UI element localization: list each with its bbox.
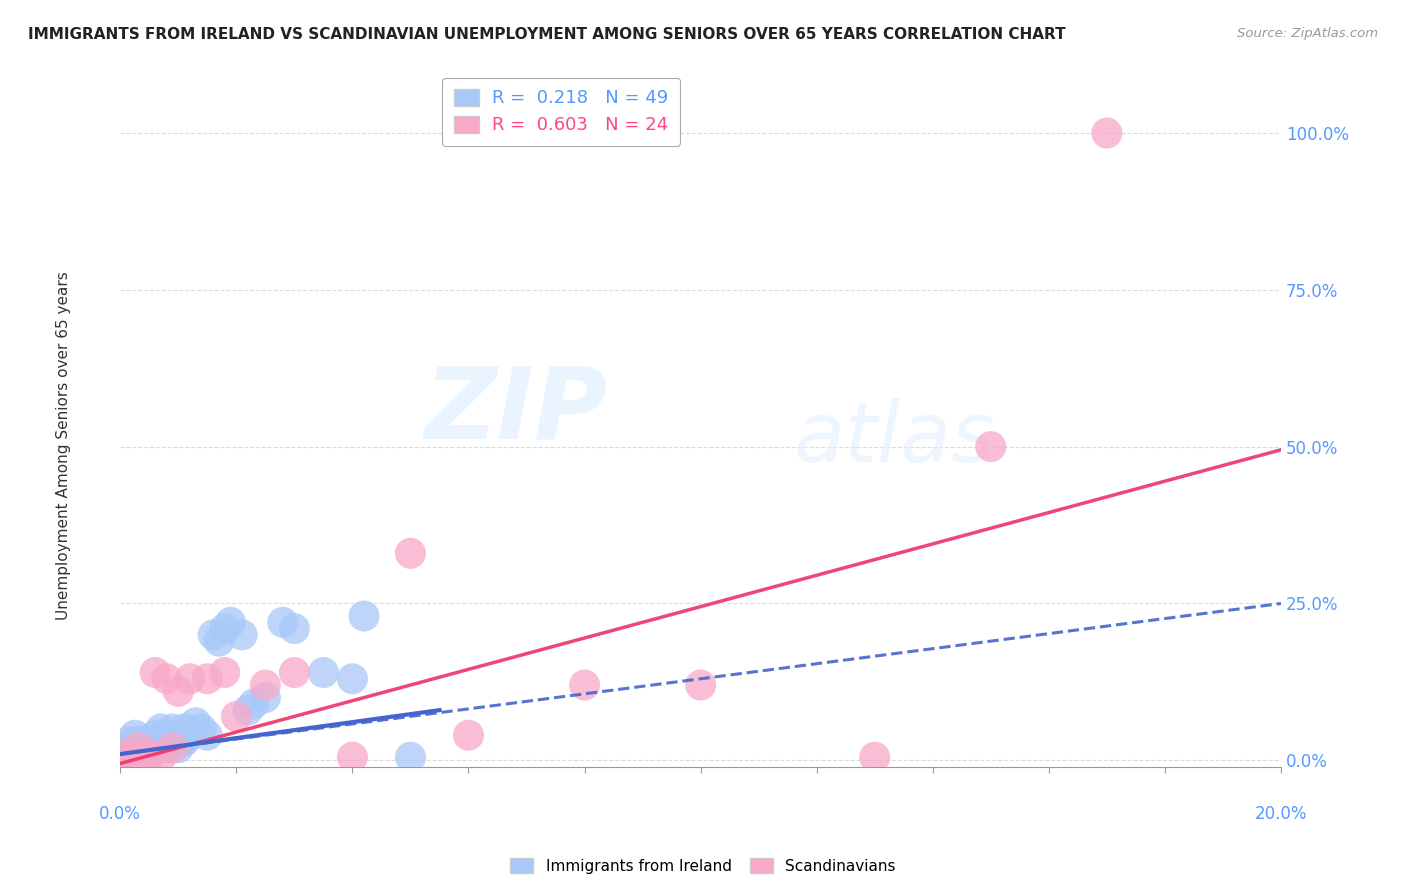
Point — [219, 615, 242, 630]
Point — [121, 750, 143, 764]
Point — [689, 678, 711, 692]
Point — [118, 734, 141, 748]
Point — [121, 750, 143, 764]
Legend: Immigrants from Ireland, Scandinavians: Immigrants from Ireland, Scandinavians — [505, 852, 901, 880]
Point — [118, 747, 141, 761]
Legend: R =  0.218   N = 49, R =  0.603   N = 24: R = 0.218 N = 49, R = 0.603 N = 24 — [443, 78, 681, 145]
Point — [167, 728, 190, 742]
Point — [149, 750, 172, 764]
Point — [115, 747, 138, 761]
Point — [342, 672, 364, 686]
Point — [132, 750, 155, 764]
Point — [138, 747, 160, 761]
Point — [167, 740, 190, 755]
Point — [132, 740, 155, 755]
Point — [143, 740, 166, 755]
Point — [121, 740, 143, 755]
Point — [112, 747, 135, 761]
Text: IMMIGRANTS FROM IRELAND VS SCANDINAVIAN UNEMPLOYMENT AMONG SENIORS OVER 65 YEARS: IMMIGRANTS FROM IRELAND VS SCANDINAVIAN … — [28, 27, 1066, 42]
Point — [132, 750, 155, 764]
Point — [457, 728, 479, 742]
Text: Source: ZipAtlas.com: Source: ZipAtlas.com — [1237, 27, 1378, 40]
Text: 0.0%: 0.0% — [100, 805, 141, 823]
Point — [162, 740, 184, 755]
Point — [143, 665, 166, 680]
Point — [214, 665, 236, 680]
Point — [271, 615, 294, 630]
Point — [167, 684, 190, 698]
Point — [143, 728, 166, 742]
Point — [127, 747, 149, 761]
Point — [115, 740, 138, 755]
Point — [254, 678, 277, 692]
Point — [312, 665, 335, 680]
Point — [179, 672, 201, 686]
Point — [236, 703, 259, 717]
Point — [980, 440, 1002, 454]
Point — [190, 722, 212, 736]
Point — [173, 722, 195, 736]
Point — [138, 740, 160, 755]
Text: ZIP: ZIP — [425, 362, 607, 459]
Text: Unemployment Among Seniors over 65 years: Unemployment Among Seniors over 65 years — [56, 272, 70, 620]
Point — [179, 728, 201, 742]
Point — [149, 740, 172, 755]
Point — [121, 747, 143, 761]
Point — [208, 634, 231, 648]
Point — [225, 709, 247, 723]
Point — [353, 609, 375, 624]
Point — [399, 750, 422, 764]
Point — [1095, 126, 1118, 140]
Text: atlas: atlas — [793, 398, 995, 479]
Point — [283, 665, 305, 680]
Point — [195, 672, 218, 686]
Point — [115, 750, 138, 764]
Point — [214, 622, 236, 636]
Point — [863, 750, 886, 764]
Point — [127, 740, 149, 755]
Point — [195, 728, 218, 742]
Point — [115, 750, 138, 764]
Point — [127, 747, 149, 761]
Point — [242, 697, 264, 711]
Point — [399, 546, 422, 560]
Point — [283, 622, 305, 636]
Point — [162, 734, 184, 748]
Text: 20.0%: 20.0% — [1254, 805, 1308, 823]
Point — [342, 750, 364, 764]
Point — [156, 672, 179, 686]
Point — [156, 740, 179, 755]
Point — [173, 734, 195, 748]
Point — [127, 750, 149, 764]
Point — [135, 734, 157, 748]
Point — [231, 628, 253, 642]
Point — [202, 628, 225, 642]
Point — [574, 678, 596, 692]
Point — [138, 750, 160, 764]
Point — [156, 728, 179, 742]
Point — [127, 734, 149, 748]
Point — [124, 728, 146, 742]
Point — [184, 715, 207, 730]
Point — [162, 722, 184, 736]
Point — [254, 690, 277, 705]
Point — [149, 722, 172, 736]
